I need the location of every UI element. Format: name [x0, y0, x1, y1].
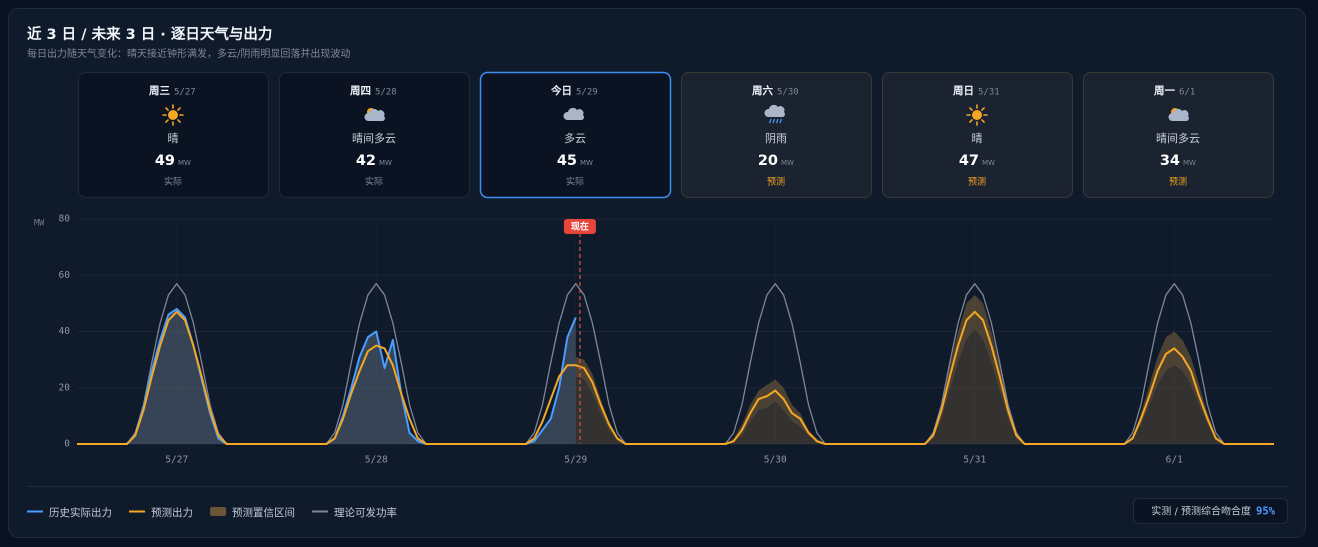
sun-ray	[981, 119, 985, 123]
card-value: 20	[758, 153, 778, 169]
card-weather: 晴间多云	[352, 131, 396, 145]
card-tag: 实际	[566, 176, 584, 188]
card-unit: MW	[178, 159, 191, 167]
y-unit: MW	[34, 219, 45, 229]
card-bg	[78, 72, 269, 198]
x-tick-label: 5/30	[764, 455, 787, 466]
confidence-band	[575, 294, 1274, 444]
card-date: 5/30	[777, 88, 799, 98]
weather-card: 今日 5/29 多云 45 MW 实际	[479, 71, 672, 199]
card-date: 5/29	[576, 88, 598, 98]
card-value: 49	[155, 153, 175, 169]
card-date: 5/28	[375, 88, 397, 98]
weather-card: 周一 6/1 晴间多云 34 MW 预测	[1083, 72, 1274, 198]
rain-drop	[768, 118, 772, 124]
card-bg	[882, 72, 1073, 198]
weather-card: 周六 5/30 阴雨 20 MW 预测	[681, 72, 872, 198]
subtitle: 每日出力随天气变化：晴天接近钟形满发，多云/阴雨明显回落并出现波动	[27, 47, 350, 60]
card-bg	[279, 72, 470, 198]
card-unit: MW	[1183, 159, 1196, 167]
weather-card: 周四 5/28 晴间多云 42 MW 实际	[279, 72, 470, 198]
sun	[972, 110, 982, 120]
rain-drop	[779, 118, 783, 124]
fit-label: 实测 / 预测综合吻合度	[1151, 505, 1251, 518]
card-value: 42	[356, 153, 376, 169]
card-day: 周四	[350, 85, 371, 97]
card-weather: 晴间多云	[1156, 131, 1200, 145]
card-unit: MW	[982, 159, 995, 167]
cloud	[364, 108, 385, 121]
card-date: 5/27	[174, 88, 196, 98]
x-tick-label: 5/28	[365, 455, 388, 466]
x-tick-label: 5/31	[963, 455, 986, 466]
card-unit: MW	[781, 159, 794, 167]
card-tag: 实际	[365, 176, 383, 188]
card-weather: 阴雨	[765, 132, 787, 145]
legend-label: 理论可发功率	[334, 506, 397, 519]
card-day: 周日	[953, 85, 974, 97]
x-tick-label: 6/1	[1166, 455, 1183, 466]
y-tick-label: 60	[59, 270, 71, 281]
card-date: 6/1	[1179, 88, 1195, 98]
weather-card: 周日 5/31 晴 47 MW 预测	[882, 72, 1073, 198]
card-day: 周三	[149, 85, 170, 97]
y-tick-label: 0	[64, 439, 70, 450]
legend-swatch	[210, 507, 226, 516]
card-day: 周一	[1154, 85, 1176, 97]
card-value: 45	[557, 153, 577, 169]
card-tag: 实际	[164, 176, 182, 188]
series-line	[77, 308, 577, 445]
sun-ray	[177, 119, 181, 123]
legend-label: 预测置信区间	[232, 506, 295, 519]
cloud	[764, 104, 785, 117]
card-value: 47	[959, 153, 979, 169]
y-tick-label: 80	[59, 214, 71, 225]
card-bg	[479, 71, 672, 199]
card-value: 34	[1160, 153, 1180, 169]
card-unit: MW	[379, 159, 392, 167]
card-tag: 预测	[968, 177, 986, 188]
rain-drop	[772, 118, 776, 124]
x-tick-label: 5/27	[165, 455, 188, 466]
sun-ray	[969, 119, 973, 123]
cloud	[563, 107, 584, 120]
card-bg	[681, 72, 872, 198]
card-tag: 预测	[767, 177, 785, 188]
sun-ray	[981, 107, 985, 111]
x-tick-label: 5/29	[564, 455, 587, 466]
band-base	[575, 328, 1274, 444]
legend-label: 历史实际出力	[49, 506, 112, 519]
sun-ray	[165, 119, 169, 123]
actual-area	[77, 309, 576, 444]
fit-badge	[1133, 498, 1288, 524]
sun	[168, 110, 178, 120]
now-label: 现在	[571, 221, 589, 233]
legend-label: 预测出力	[151, 506, 193, 519]
now-badge	[563, 219, 596, 234]
card-tag: 预测	[1169, 177, 1187, 188]
cloud	[1168, 108, 1189, 121]
sun-ray	[969, 107, 973, 111]
card-weather: 晴	[168, 132, 179, 145]
sun-ray	[177, 107, 181, 111]
card-unit: MW	[580, 159, 593, 167]
card-day: 今日	[550, 84, 572, 97]
card-day: 周六	[752, 84, 773, 97]
card-bg	[1083, 72, 1274, 198]
fit-value: 95%	[1256, 506, 1276, 518]
title: 近 3 日 / 未来 3 日 · 逐日天气与出力	[27, 25, 272, 43]
card-weather: 晴	[972, 132, 983, 145]
series-line	[77, 310, 1274, 445]
y-tick-label: 40	[59, 326, 71, 337]
weather-card: 周三 5/27 晴 49 MW 实际	[78, 72, 269, 198]
card-weather: 多云	[564, 131, 586, 145]
y-tick-label: 20	[59, 382, 71, 393]
card-date: 5/31	[978, 88, 1000, 98]
sun-ray	[165, 107, 169, 111]
rain-drop	[775, 118, 779, 124]
